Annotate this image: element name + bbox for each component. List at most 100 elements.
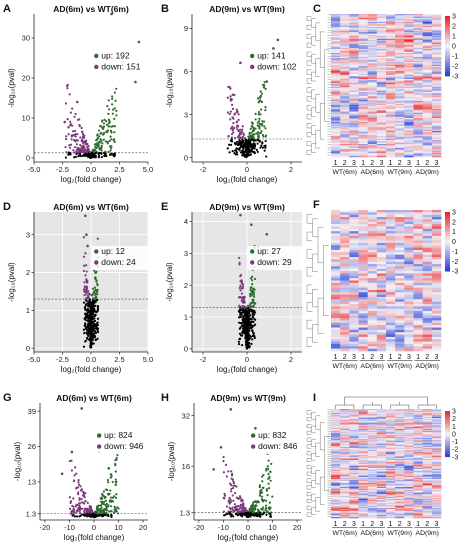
data-point: [77, 154, 80, 158]
data-point: [86, 281, 89, 284]
color-scale-segment: [445, 261, 450, 264]
legend-marker-up: [96, 433, 102, 438]
heatmap-cell: [395, 271, 405, 274]
heatmap-cell: [413, 245, 423, 248]
data-point: [64, 156, 68, 159]
data-point: [90, 294, 94, 297]
data-point: [260, 108, 263, 111]
data-point: [269, 470, 272, 473]
color-scale-segment: [445, 215, 450, 219]
heatmap-cell: [386, 271, 396, 274]
data-point: [238, 256, 241, 260]
heatmap-cell: [349, 287, 359, 291]
heatmap-cell: [367, 287, 378, 291]
data-point: [261, 120, 264, 123]
data-point: [244, 143, 247, 146]
heatmap-cell: [404, 318, 414, 321]
heatmap-cell: [386, 268, 396, 272]
heatmap-cell: [349, 254, 359, 258]
row-dendrogram-branch: [306, 42, 312, 48]
heatmap-cell: [413, 318, 423, 321]
data-point: [270, 462, 273, 465]
heatmap-cell: [358, 292, 368, 295]
heatmap-cell: [376, 238, 387, 241]
heatmap-cell: [413, 242, 423, 246]
heatmap-cell: [358, 336, 368, 340]
heatmap-cell: [431, 268, 442, 272]
data-point: [229, 127, 233, 130]
data-point: [106, 129, 110, 132]
data-point: [222, 460, 225, 463]
data-point: [267, 487, 271, 490]
data-point: [83, 324, 86, 327]
data-point: [96, 337, 99, 340]
heatmap-cell: [367, 341, 378, 345]
data-point: [84, 500, 87, 503]
heatmap-cell: [340, 219, 350, 223]
heatmap-cell: [386, 264, 396, 267]
heatmap-cell: [413, 313, 423, 317]
heatmap-cell: [358, 346, 368, 349]
heatmap-cell: [413, 348, 423, 352]
heatmap-cell: [349, 318, 359, 321]
heatmap-cell: [422, 233, 433, 237]
data-point: [233, 112, 236, 115]
heatmap-cell: [349, 219, 359, 223]
heatmap-cell: [367, 214, 378, 218]
data-point: [238, 512, 241, 515]
heatmap-cell: [358, 278, 368, 281]
legend-label-down: down: 29: [257, 257, 292, 267]
data-point: [252, 309, 255, 312]
data-point: [241, 508, 245, 511]
data-point: [89, 345, 92, 349]
heatmap-cell: [358, 325, 368, 328]
data-point: [76, 133, 79, 136]
data-point: [90, 326, 93, 329]
data-point: [107, 514, 110, 518]
heatmap-cell: [413, 228, 423, 232]
data-point: [104, 504, 107, 507]
heatmap-cell: [404, 325, 414, 328]
row-dendrogram-branch: [315, 129, 321, 149]
heatmap-cell: [422, 308, 433, 312]
data-point: [74, 112, 77, 116]
heatmap-cell: [367, 275, 378, 279]
heatmap-cell: [413, 264, 423, 267]
x-tick-label-b: 0: [245, 165, 249, 174]
heatmap-cell: [376, 268, 387, 272]
heatmap-cell: [349, 228, 359, 232]
heatmap-cell: [349, 282, 359, 286]
color-scale-segment: [445, 56, 450, 59]
replicate-label: 2: [343, 160, 347, 167]
heatmap-cell: [376, 224, 387, 227]
x-tick-label-b: 2: [289, 165, 293, 174]
data-point: [110, 475, 113, 478]
data-point: [249, 305, 252, 308]
heatmap-cell: [331, 266, 341, 270]
heatmap-cell: [413, 329, 423, 333]
data-point: [239, 273, 243, 277]
color-scale-segment: [445, 18, 450, 21]
data-point: [251, 293, 255, 296]
legend-marker-down: [96, 444, 102, 449]
data-point: [228, 501, 231, 504]
color-scale-segment: [445, 24, 450, 27]
data-point: [258, 132, 262, 135]
heatmap-cell: [395, 318, 405, 321]
x-tick-label-e: -2: [200, 355, 207, 364]
heatmap-cell: [331, 217, 341, 220]
heatmap-cell: [431, 235, 442, 239]
heatmap-cell: [395, 325, 405, 328]
replicate-label: 3: [434, 160, 438, 167]
data-point: [94, 154, 97, 157]
heatmap-cell: [340, 336, 350, 340]
color-scale-segment: [445, 219, 450, 223]
row-dendrogram-branch: [320, 103, 325, 140]
heatmap-cell: [358, 217, 368, 220]
data-point: [232, 117, 235, 120]
data-point: [83, 509, 86, 513]
heatmap-cell: [431, 341, 442, 345]
color-scale-segment: [445, 72, 450, 75]
data-point: [89, 513, 93, 517]
heatmap-cell: [331, 226, 341, 230]
